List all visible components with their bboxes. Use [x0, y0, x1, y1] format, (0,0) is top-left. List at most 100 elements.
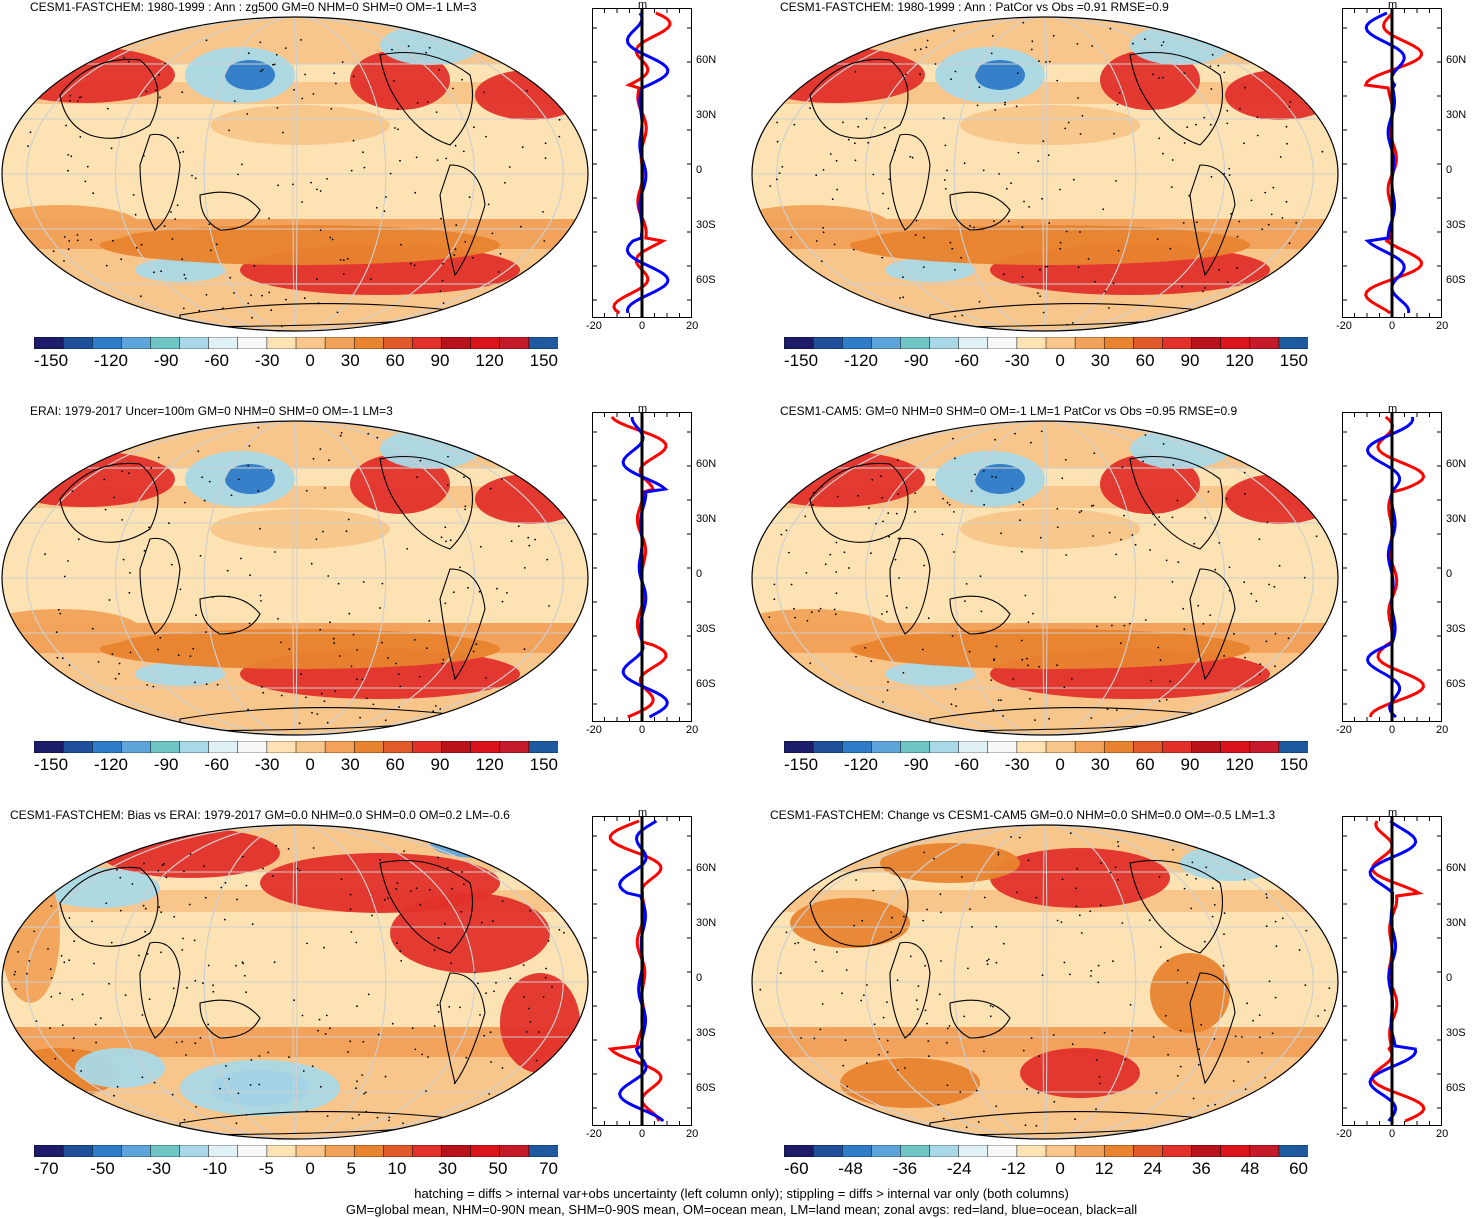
colorbar-labels: -150 -120 -90 -60 -30 0 30 60 90 120 150 — [784, 755, 1308, 775]
zonal-unit-label: m — [638, 403, 648, 415]
zonal-lat-label: 0 — [696, 568, 703, 580]
zonal-lat-label: 60N — [696, 862, 717, 874]
colorbar-labels: -150 -120 -90 -60 -30 0 30 60 90 120 150 — [34, 351, 558, 371]
zonal-lat-label: 60S — [1446, 1082, 1466, 1094]
footer-line-2: GM=global mean, NHM=0-90N mean, SHM=0-90… — [345, 1202, 1138, 1217]
colorbar-tick-label: -30 — [1004, 755, 1030, 774]
colorbar-tick-label: 120 — [475, 351, 504, 370]
colorbar-tick-label: 150 — [1279, 351, 1308, 370]
zonal-x-label: 0 — [639, 724, 646, 736]
colorbar-tick-label: 0 — [305, 1159, 315, 1178]
world-map — [1, 16, 589, 332]
colorbar-tick-label: -90 — [153, 755, 179, 774]
colorbar-tick-label: 0 — [305, 351, 315, 370]
zonal-average-plot — [592, 816, 692, 1126]
zonal-x-label: -20 — [1336, 320, 1352, 332]
zonal-lat-label: 30S — [696, 219, 716, 231]
colorbar-tick-label: -60 — [784, 1159, 809, 1178]
colorbar-tick-label: -60 — [954, 755, 979, 774]
zonal-lat-label: 60S — [1446, 274, 1466, 286]
colorbar-tick-label: 0 — [305, 755, 315, 774]
zonal-lat-label: 30N — [1446, 513, 1467, 525]
zonal-unit-label: m — [638, 0, 648, 11]
colorbar-tick-label: -12 — [1001, 1159, 1026, 1178]
zonal-average-plot — [1342, 412, 1442, 722]
zonal-lat-label: 60N — [696, 54, 717, 66]
colorbar-labels: -60 -48 -36 -24 -12 0 12 24 36 48 60 — [784, 1159, 1308, 1179]
zonal-lat-label: 30S — [696, 623, 716, 635]
footer-line-1: hatching = diffs > internal var+obs unce… — [414, 1186, 1069, 1201]
colorbar-tick-label: 90 — [1180, 755, 1200, 774]
world-map — [1, 824, 589, 1140]
colorbar-tick-label: -30 — [254, 351, 280, 370]
colorbar-tick-label: 90 — [430, 351, 450, 370]
zonal-lat-label: 60S — [696, 1082, 716, 1094]
colorbar-tick-label: -120 — [843, 351, 878, 370]
colorbar-tick-label: 0 — [1055, 1159, 1065, 1178]
panel-title: CESM1-FASTCHEM: 1980-1999 : Ann : zg500 … — [30, 0, 477, 14]
zonal-x-label: -20 — [1336, 1128, 1352, 1140]
colorbar-tick-label: 0 — [1055, 351, 1065, 370]
colorbar-tick-label: 60 — [1135, 351, 1155, 370]
zonal-lat-label: 30N — [696, 109, 717, 121]
colorbar-tick-label: -36 — [892, 1159, 918, 1178]
zonal-x-label: -20 — [586, 724, 602, 736]
zonal-lat-label: 60N — [1446, 862, 1467, 874]
colorbar-tick-label: -30 — [1004, 351, 1030, 370]
colorbar-tick-label: 60 — [385, 351, 405, 370]
colorbar-labels: -70 -50 -30 -10 -5 0 5 10 30 50 70 — [34, 1159, 558, 1179]
colorbar-tick-label: -24 — [946, 1159, 972, 1178]
zonal-lat-label: 60N — [1446, 458, 1467, 470]
colorbar-tick-label: 120 — [1225, 755, 1254, 774]
colorbar-tick-label: 90 — [430, 755, 450, 774]
world-map — [751, 16, 1339, 332]
zonal-x-label: 20 — [1436, 724, 1449, 736]
zonal-average-plot — [592, 8, 692, 318]
colorbar-labels: -150 -120 -90 -60 -30 0 30 60 90 120 150 — [784, 351, 1308, 371]
colorbar-tick-label: -60 — [204, 755, 229, 774]
zonal-lat-label: 0 — [1446, 164, 1453, 176]
colorbar-tick-label: 30 — [438, 1159, 457, 1178]
colorbar-tick-label: 30 — [340, 755, 360, 774]
zonal-x-label: 20 — [686, 724, 699, 736]
colorbar-tick-label: 90 — [1180, 351, 1200, 370]
colorbar-tick-label: -60 — [954, 351, 979, 370]
colorbar-tick-label: 5 — [346, 1159, 356, 1178]
zonal-x-label: -20 — [586, 1128, 602, 1140]
colorbar-tick-label: -60 — [204, 351, 229, 370]
colorbar-tick-label: -90 — [903, 351, 929, 370]
world-map — [751, 420, 1339, 736]
colorbar-tick-label: 60 — [1135, 755, 1155, 774]
colorbar-tick-label: -150 — [34, 351, 69, 370]
zonal-lat-label: 0 — [696, 972, 703, 984]
colorbar-tick-label: 30 — [1090, 755, 1110, 774]
zonal-x-label: 20 — [1436, 320, 1449, 332]
zonal-average-plot — [1342, 8, 1442, 318]
colorbar-tick-label: -70 — [34, 1159, 59, 1178]
colorbar-tick-label: 50 — [488, 1159, 508, 1178]
panel-title: ERAI: 1979-2017 Uncer=100m GM=0 NHM=0 SH… — [30, 404, 393, 418]
zonal-lat-label: 60N — [696, 458, 717, 470]
zonal-lat-label: 30N — [696, 513, 717, 525]
colorbar-tick-label: 24 — [1143, 1159, 1163, 1178]
panel-title: CESM1-FASTCHEM: 1980-1999 : Ann : PatCor… — [780, 0, 1169, 14]
zonal-lat-label: 60S — [696, 274, 716, 286]
zonal-unit-label: m — [1388, 0, 1398, 11]
colorbar — [34, 741, 558, 753]
zonal-lat-label: 30N — [696, 917, 717, 929]
colorbar-tick-label: -30 — [254, 755, 280, 774]
colorbar-tick-label: -150 — [34, 755, 69, 774]
zonal-x-label: -20 — [1336, 724, 1352, 736]
colorbar-tick-label: 120 — [475, 755, 504, 774]
zonal-unit-label: m — [1388, 807, 1398, 819]
colorbar-tick-label: 12 — [1094, 1159, 1114, 1178]
zonal-lat-label: 30S — [696, 1027, 716, 1039]
zonal-x-label: 20 — [1436, 1128, 1449, 1140]
colorbar-tick-label: -120 — [93, 755, 128, 774]
colorbar-tick-label: 30 — [1090, 351, 1110, 370]
zonal-lat-label: 0 — [1446, 972, 1453, 984]
colorbar-tick-label: -90 — [153, 351, 179, 370]
colorbar-tick-label: -150 — [784, 755, 819, 774]
zonal-average-plot — [592, 412, 692, 722]
zonal-lat-label: 30S — [1446, 1027, 1466, 1039]
